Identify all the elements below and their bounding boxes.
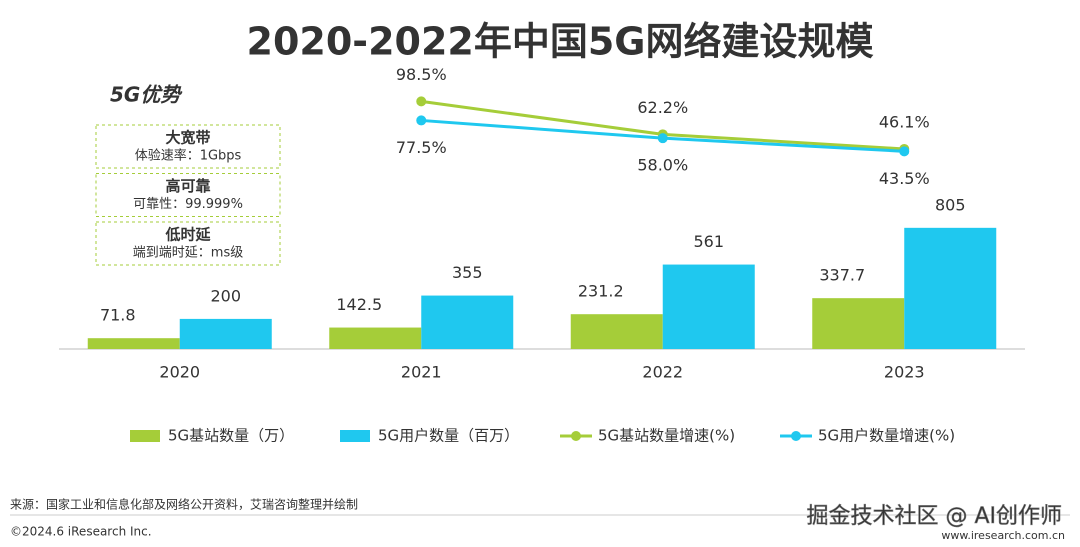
legend-label: 5G用户数量增速(%) xyxy=(818,427,955,445)
feature-title: 低时延 xyxy=(164,226,211,244)
line-point xyxy=(416,115,427,126)
data-label: 77.5% xyxy=(396,138,447,157)
bar xyxy=(570,314,663,349)
legend-swatch xyxy=(130,430,160,442)
data-label: 142.5 xyxy=(336,295,382,314)
x-tick-label: 2020 xyxy=(159,363,200,382)
feature-detail: 体验速率：1Gbps xyxy=(135,148,242,164)
legend-swatch xyxy=(791,431,801,441)
data-label: 62.2% xyxy=(637,98,688,117)
data-label: 58.0% xyxy=(637,156,688,175)
data-label: 231.2 xyxy=(578,282,624,301)
bar xyxy=(904,227,997,349)
feature-box xyxy=(95,221,281,266)
legend-swatch xyxy=(571,431,581,441)
bar xyxy=(329,327,422,349)
site: www.iresearch.com.cn xyxy=(941,529,1065,542)
feature-title: 大宽带 xyxy=(165,129,210,147)
legend-swatch xyxy=(340,430,370,442)
logo: 5G优势 xyxy=(110,83,183,107)
data-label: 46.1% xyxy=(879,112,930,131)
data-label: 98.5% xyxy=(396,65,447,84)
feature-detail: 可靠性：99.999% xyxy=(133,197,243,212)
legend-label: 5G基站数量增速(%) xyxy=(598,427,735,445)
chart-title: 2020-2022年中国5G网络建设规模 xyxy=(247,20,874,64)
bar xyxy=(179,318,272,349)
data-label: 200 xyxy=(210,286,241,305)
watermark: 掘金技术社区 @ AI创作师 xyxy=(806,504,1062,529)
legend-label: 5G基站数量（万） xyxy=(168,427,294,445)
x-tick-label: 2021 xyxy=(401,363,442,382)
copyright: ©2024.6 iResearch Inc. xyxy=(10,525,152,539)
line-point xyxy=(899,146,910,157)
line-point xyxy=(416,96,427,107)
feature-box xyxy=(95,173,281,217)
legend-label: 5G用户数量（百万） xyxy=(378,427,519,445)
x-tick-label: 2022 xyxy=(642,363,683,382)
data-label: 561 xyxy=(693,232,724,251)
feature-box xyxy=(95,124,281,169)
bar xyxy=(87,338,180,349)
source: 来源：国家工业和信息化部及网络公开资料，艾瑞咨询整理并绘制 xyxy=(10,497,358,512)
x-tick-label: 2023 xyxy=(884,363,925,382)
data-label: 355 xyxy=(452,263,483,282)
bar xyxy=(421,295,514,349)
feature-title: 高可靠 xyxy=(165,177,210,195)
line-point xyxy=(657,133,668,144)
data-label: 337.7 xyxy=(819,266,865,285)
bar xyxy=(662,264,755,349)
data-label: 805 xyxy=(935,195,966,214)
data-label: 71.8 xyxy=(100,306,136,325)
data-label: 43.5% xyxy=(879,169,930,188)
bar xyxy=(812,298,905,349)
feature-detail: 端到端时延：ms级 xyxy=(133,246,243,261)
